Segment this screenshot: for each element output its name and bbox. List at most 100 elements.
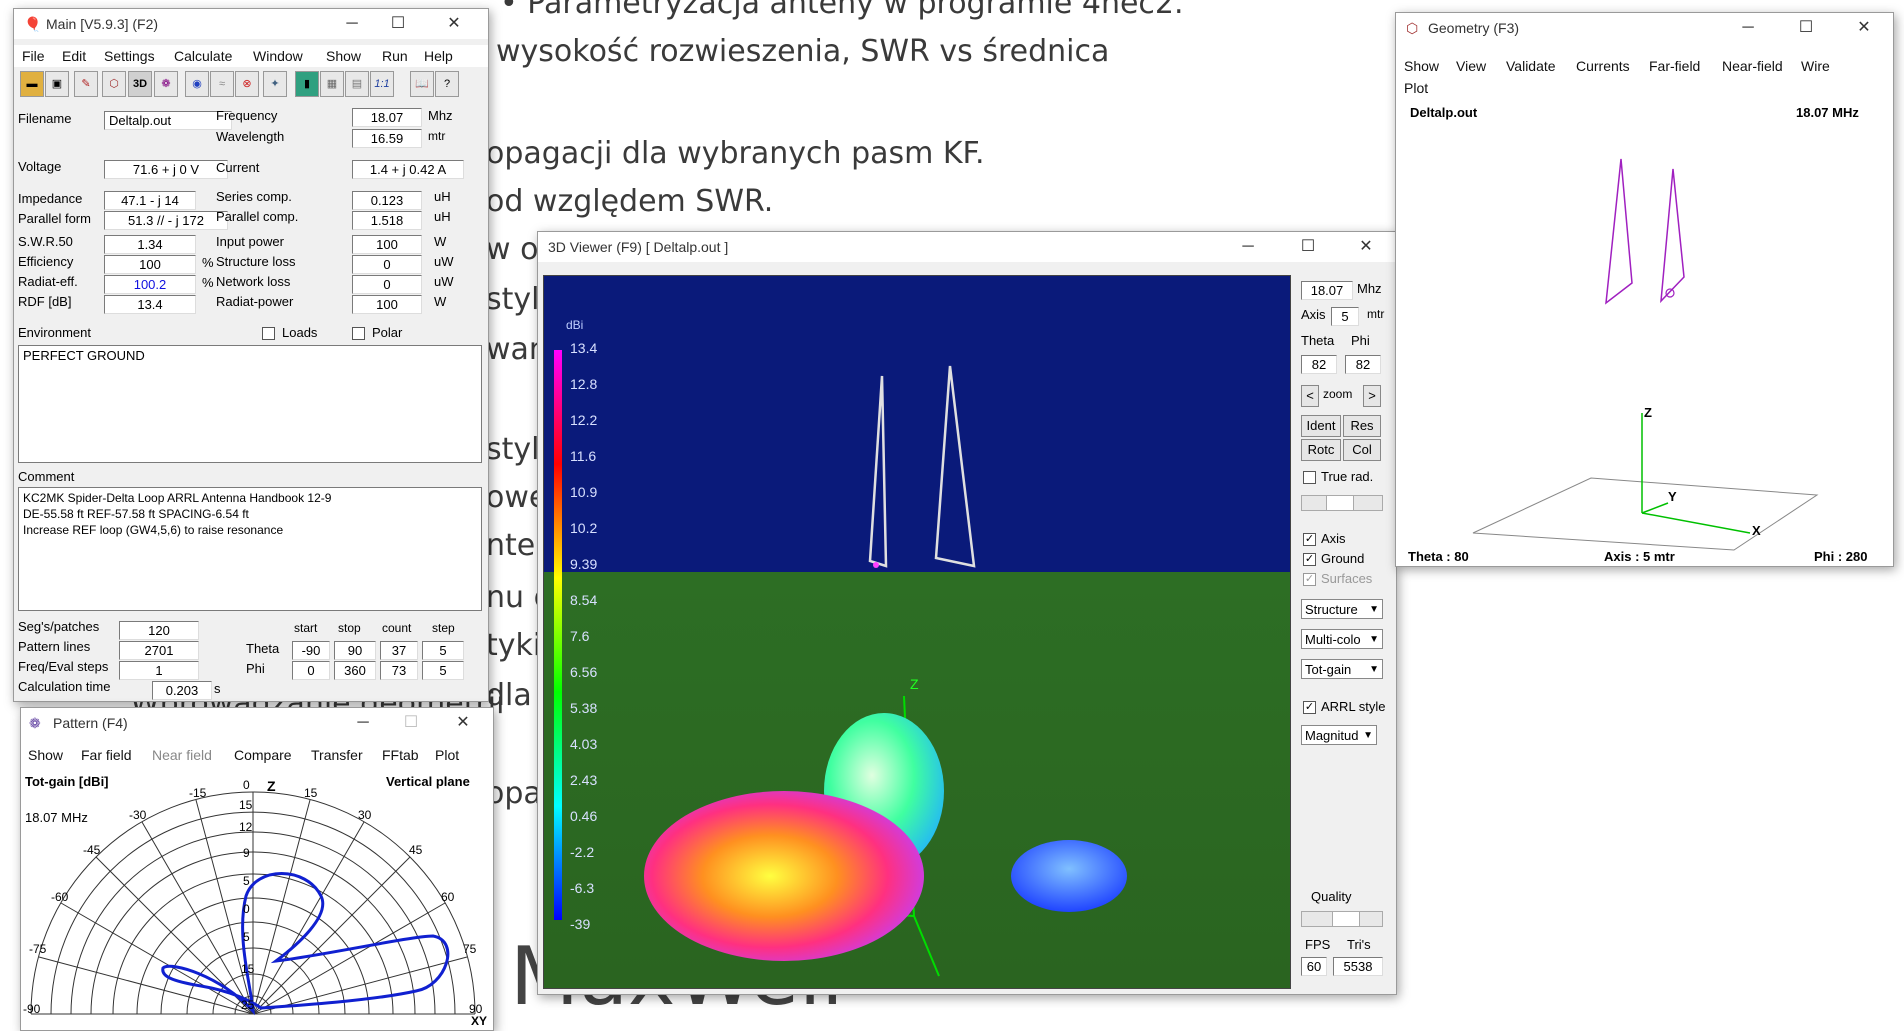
pattern-minimize-button[interactable]: ─ [357,714,369,731]
pattern-icon[interactable]: ❁ [154,71,178,97]
viewer-phi-field[interactable]: 82 [1345,355,1381,374]
radiat-eff-unit: % [202,275,214,290]
theta-count-field[interactable]: 37 [380,641,418,660]
arrl-checkbox[interactable]: ✓ [1303,701,1316,714]
pattern-menu-fftab[interactable]: FFtab [382,747,419,763]
geometry-minimize-button[interactable]: ─ [1742,19,1754,36]
open-icon[interactable]: ▬ [20,71,44,97]
3d-icon[interactable]: 3D [128,71,152,97]
geometry-close-button[interactable]: ✕ [1857,19,1871,36]
save-icon[interactable]: ▣ [45,71,69,97]
menu-run[interactable]: Run [382,48,408,64]
zoom-in-button[interactable]: > [1363,385,1381,407]
pattern-title: Pattern (F4) [53,715,128,731]
axis-checkbox[interactable]: ✓ [1303,533,1316,546]
edit-icon[interactable]: ✎ [74,71,98,97]
theta-step-field[interactable]: 5 [422,641,464,660]
pattern-menu-near-field[interactable]: Near field [152,747,212,763]
geometry-menu-near-field[interactable]: Near-field [1722,58,1783,74]
menu-settings[interactable]: Settings [104,48,155,64]
phi-count-field[interactable]: 73 [380,661,418,680]
optimize-icon[interactable]: ▮ [295,71,319,97]
phi-stop-field[interactable]: 360 [334,661,376,680]
loads-checkbox[interactable] [262,327,275,340]
viewer-titlebar[interactable]: 3D Viewer (F9) [ Deltalp.out ] ─ ☐ ✕ [538,232,1396,262]
input-power-field[interactable]: 100 [352,235,422,254]
geometry-menu-wire[interactable]: Wire [1801,58,1830,74]
smith-icon[interactable]: ⊗ [235,71,259,97]
col-button[interactable]: Col [1343,439,1381,461]
feed-point [873,562,879,568]
viewer-close-button[interactable]: ✕ [1359,238,1373,255]
polar-checkbox[interactable] [352,327,365,340]
geometry-maximize-button[interactable]: ☐ [1798,19,1814,36]
geometry-icon[interactable]: ⬡ [102,71,126,97]
zoom-out-button[interactable]: < [1301,385,1319,407]
surfaces-checkbox[interactable]: ✓ [1303,573,1316,586]
compare-icon[interactable]: ≈ [210,71,234,97]
phi-start-field[interactable]: 0 [292,661,330,680]
environment-textarea[interactable]: PERFECT GROUND [18,345,482,463]
comment-textarea[interactable]: KC2MK Spider-Delta Loop ARRL Antenna Han… [18,487,482,611]
geometry-menu-show[interactable]: Show [1404,58,1440,74]
pattern-menu-far-field[interactable]: Far field [81,747,132,763]
true-rad-checkbox[interactable] [1303,471,1316,484]
sweep-icon[interactable]: ✦ [263,71,287,97]
frequency-field[interactable]: 18.07 [352,108,422,127]
viewer-minimize-button[interactable]: ─ [1242,238,1254,255]
pattern-titlebar[interactable]: ❁ Pattern (F4) ─ ☐ ✕ [21,708,493,738]
pattern-menu-compare[interactable]: Compare [234,747,292,763]
structure-select[interactable]: Structure ▼ [1301,599,1383,619]
theta-stop-field[interactable]: 90 [334,641,376,660]
pattern-maximize-button[interactable]: ☐ [403,714,419,731]
minimize-button[interactable]: ─ [346,15,358,32]
pattern-close-button[interactable]: ✕ [456,714,470,731]
main-titlebar[interactable]: 🎈 Main [V5.9.3] (F2) ─ ☐ ✕ [14,9,488,39]
geometry-menu-far-field[interactable]: Far-field [1649,58,1701,74]
menu-calculate[interactable]: Calculate [174,48,233,64]
ident-button[interactable]: Ident [1301,415,1341,437]
geometry-menu-validate[interactable]: Validate [1506,58,1556,74]
geometry-menu-plot[interactable]: Plot [1404,80,1429,96]
pattern-menu-show[interactable]: Show [28,747,64,763]
menu-help[interactable]: Help [424,48,453,64]
filename-field[interactable]: Deltalp.out [104,111,232,130]
ground-checkbox[interactable]: ✓ [1303,553,1316,566]
viewer-freq-field[interactable]: 18.07 [1301,281,1353,300]
viewer-maximize-button[interactable]: ☐ [1300,238,1316,255]
res-button[interactable]: Res [1343,415,1381,437]
menu-file[interactable]: File [22,48,45,64]
geometry-menu-view[interactable]: View [1456,58,1487,74]
scale-label: 5.38 [570,700,598,716]
menu-show[interactable]: Show [326,48,362,64]
geometry-titlebar[interactable]: ⬡ Geometry (F3) ─ ☐ ✕ [1396,13,1893,43]
3d-canvas[interactable]: dBi 13.4 12.8 12.2 11.6 10.9 10.2 9.39 8… [543,275,1291,989]
calc-icon[interactable]: ▦ [320,71,344,97]
pattern-menu-plot[interactable]: Plot [435,747,460,763]
color-select[interactable]: Multi-colo ▼ [1301,629,1383,649]
phi-step-field[interactable]: 5 [422,661,464,680]
quality-slider[interactable] [1301,911,1383,927]
nearfield-icon[interactable]: ◉ [185,71,209,97]
close-button[interactable]: ✕ [447,15,461,32]
viewer-theta-field[interactable]: 82 [1301,355,1337,374]
rotc-button[interactable]: Rotc [1301,439,1341,461]
quality-slider-thumb[interactable] [1332,912,1360,926]
frequency-unit: Mhz [428,108,453,123]
book-icon[interactable]: 📖 [410,71,434,97]
theta-start-field[interactable]: -90 [292,641,330,660]
ratio-icon[interactable]: 1:1 [370,71,394,97]
help-icon[interactable]: ? [435,71,459,97]
menu-edit[interactable]: Edit [62,48,87,64]
magnitude-select[interactable]: Magnitud ▼ [1301,725,1377,745]
slider-thumb[interactable] [1326,496,1354,510]
rdf-field: 13.4 [104,295,196,314]
viewer-axis-field[interactable]: 5 [1331,307,1359,326]
maximize-button[interactable]: ☐ [390,15,406,32]
menu-window[interactable]: Window [253,48,303,64]
gain-select[interactable]: Tot-gain ▼ [1301,659,1383,679]
geometry-menu-currents[interactable]: Currents [1576,58,1630,74]
settings-icon[interactable]: ▤ [345,71,369,97]
pattern-menu-transfer[interactable]: Transfer [311,747,363,763]
viewer-slider[interactable] [1301,495,1383,511]
